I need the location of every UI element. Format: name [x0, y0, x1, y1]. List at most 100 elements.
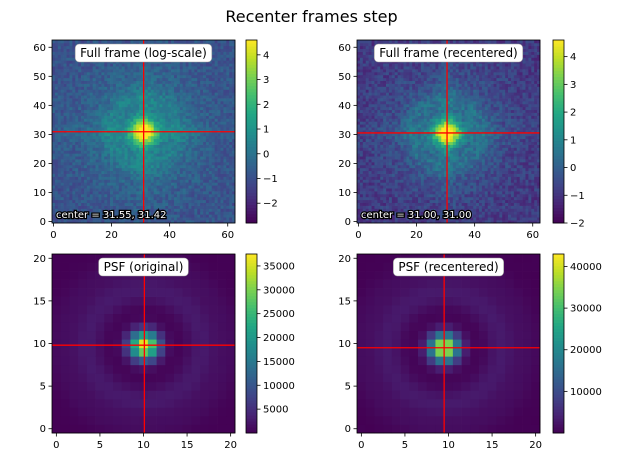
heatmap-cell [426, 188, 430, 192]
heatmap-cell [159, 199, 163, 204]
heatmap-cell [208, 95, 213, 99]
heatmap-cell [528, 217, 532, 221]
heatmap-cell [133, 112, 137, 116]
heatmap-cell [81, 202, 85, 206]
heatmap-cell [133, 95, 137, 99]
heatmap-cell [52, 159, 56, 163]
heatmap-cell [150, 217, 155, 221]
heatmap-cell [194, 159, 198, 163]
heatmap-cell [229, 54, 233, 58]
heatmap-cell [203, 74, 207, 79]
heatmap-image [357, 40, 541, 224]
heatmap-cell [403, 211, 407, 215]
heatmap-cell [203, 63, 207, 67]
heatmap-cell [86, 118, 91, 122]
heatmap-cell [220, 121, 224, 125]
heatmap-cell [113, 135, 117, 140]
heatmap-cell [136, 77, 140, 82]
heatmap-cell [75, 109, 79, 113]
heatmap-cell [191, 208, 195, 212]
heatmap-cell [139, 92, 143, 96]
heatmap-cell [60, 57, 64, 61]
heatmap-cell [171, 167, 175, 172]
heatmap-cell [60, 54, 64, 58]
heatmap-cell [162, 144, 166, 148]
heatmap-cell [205, 124, 210, 128]
heatmap-cell [205, 179, 210, 183]
heatmap-cell [127, 176, 131, 180]
heatmap-cell [420, 179, 425, 183]
heatmap-cell [362, 205, 367, 209]
heatmap-cell [513, 182, 518, 186]
heatmap-cell [444, 205, 448, 209]
heatmap-cell [429, 208, 433, 212]
heatmap-cell [510, 220, 515, 224]
heatmap-cell [168, 191, 172, 195]
heatmap-cell [147, 156, 152, 160]
heatmap-cell [168, 162, 172, 166]
heatmap-cell [81, 77, 85, 82]
heatmap-cell [83, 115, 88, 119]
heatmap-cell [214, 51, 218, 55]
heatmap-cell [78, 188, 82, 192]
heatmap-cell [63, 45, 67, 50]
heatmap-cell [188, 179, 192, 183]
heatmap-cell [205, 112, 210, 116]
heatmap-cell [115, 182, 120, 186]
heatmap-cell [185, 191, 189, 195]
colorbar-segment [246, 201, 257, 206]
heatmap-cell [400, 185, 404, 189]
heatmap-cell [406, 214, 410, 218]
heatmap-cell [188, 196, 192, 201]
heatmap-cell [162, 80, 166, 84]
heatmap-cell [217, 71, 221, 76]
heatmap-cell [159, 164, 163, 169]
heatmap-cell [101, 74, 105, 79]
heatmap-cell [226, 185, 230, 189]
heatmap-cell [63, 179, 67, 183]
heatmap-cell [98, 138, 102, 143]
heatmap-cell [104, 170, 108, 174]
heatmap-cell [220, 77, 224, 82]
heatmap-cell [86, 220, 91, 224]
heatmap-cell [52, 112, 56, 116]
heatmap-cell [63, 98, 67, 102]
heatmap-cell [107, 162, 111, 166]
heatmap-cell [127, 211, 131, 215]
heatmap-cell [220, 124, 224, 128]
heatmap-cell [69, 77, 73, 82]
heatmap-cell [60, 153, 64, 157]
heatmap-cell [153, 63, 157, 67]
heatmap-cell [458, 182, 462, 186]
heatmap-cell [176, 144, 181, 148]
heatmap-cell [182, 83, 186, 87]
colorbar-segment [246, 195, 257, 199]
heatmap-cell [176, 63, 181, 67]
heatmap-cell [54, 106, 59, 111]
heatmap-cell [130, 156, 134, 160]
heatmap-cell [200, 182, 204, 186]
heatmap-cell [217, 185, 221, 189]
heatmap-cell [121, 89, 125, 93]
heatmap-cell [171, 159, 175, 163]
heatmap-cell [176, 156, 181, 160]
heatmap-cell [101, 118, 105, 122]
heatmap-cell [52, 150, 56, 154]
heatmap-cell [54, 124, 59, 128]
heatmap-cell [188, 185, 192, 189]
heatmap-cell [136, 144, 140, 148]
heatmap-cell [432, 179, 436, 183]
heatmap-cell [69, 89, 73, 93]
heatmap-cell [110, 112, 114, 116]
heatmap-cell [124, 208, 128, 212]
heatmap-cell [400, 220, 404, 224]
heatmap-cell [194, 156, 198, 160]
heatmap-cell [171, 208, 175, 212]
heatmap-cell [75, 170, 79, 174]
heatmap-cell [220, 45, 224, 50]
heatmap-cell [200, 80, 204, 84]
heatmap-cell [519, 182, 523, 186]
heatmap-cell [136, 153, 140, 157]
heatmap-cell [92, 80, 96, 84]
heatmap-cell [168, 71, 172, 76]
